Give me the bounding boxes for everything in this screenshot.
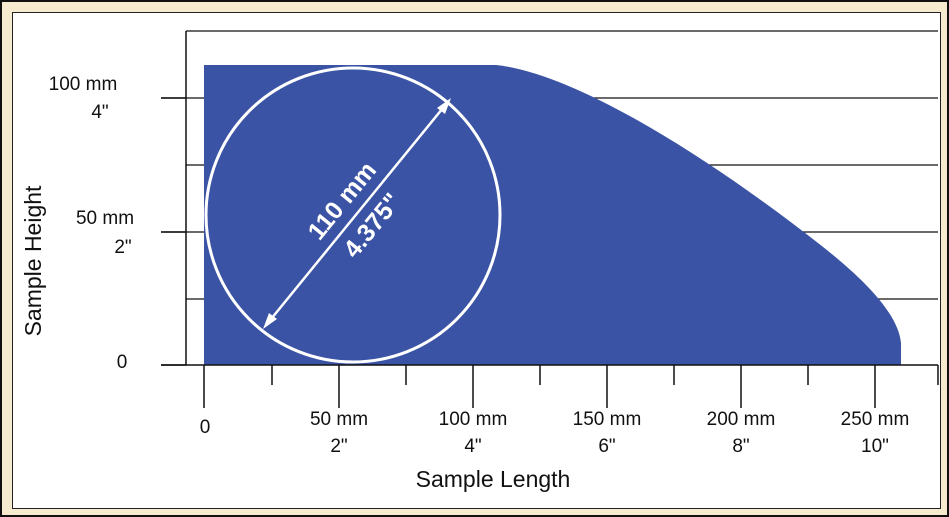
x-label-150-mm: 150 mm <box>573 409 642 430</box>
arrowhead-top <box>437 98 451 114</box>
x-label-100-mm: 100 mm <box>439 409 508 430</box>
y-label-0: 0 <box>117 352 128 373</box>
y-axis <box>161 31 187 366</box>
y-label-50-in: 2" <box>114 237 131 258</box>
diameter-arrow <box>263 98 451 329</box>
x-label-250-mm: 250 mm <box>841 409 910 430</box>
x-axis-title: Sample Length <box>416 466 571 492</box>
x-label-50-in: 2" <box>330 436 347 457</box>
y-label-100-mm: 100 mm <box>49 74 118 95</box>
diameter-line <box>266 102 448 325</box>
x-label-150-in: 6" <box>598 436 615 457</box>
x-axis <box>161 364 939 408</box>
sample-size-diagram: 110 mm 4.375" 100 mm 4" 50 mm 2" 0 0 50 … <box>20 30 939 492</box>
x-label-250-in: 10" <box>861 436 889 457</box>
sample-region <box>204 65 901 365</box>
x-label-200-mm: 200 mm <box>707 409 776 430</box>
x-label-0: 0 <box>200 417 211 438</box>
diagram-panel: 110 mm 4.375" 100 mm 4" 50 mm 2" 0 0 50 … <box>12 12 941 509</box>
x-label-100-in: 4" <box>464 436 481 457</box>
x-label-50-mm: 50 mm <box>310 409 368 430</box>
y-axis-title: Sample Height <box>20 185 46 336</box>
y-label-100-in: 4" <box>91 102 108 123</box>
max-diameter-circle <box>204 66 502 364</box>
y-label-50-mm: 50 mm <box>76 208 134 229</box>
arrowhead-bottom <box>263 313 277 329</box>
x-label-200-in: 8" <box>732 436 749 457</box>
